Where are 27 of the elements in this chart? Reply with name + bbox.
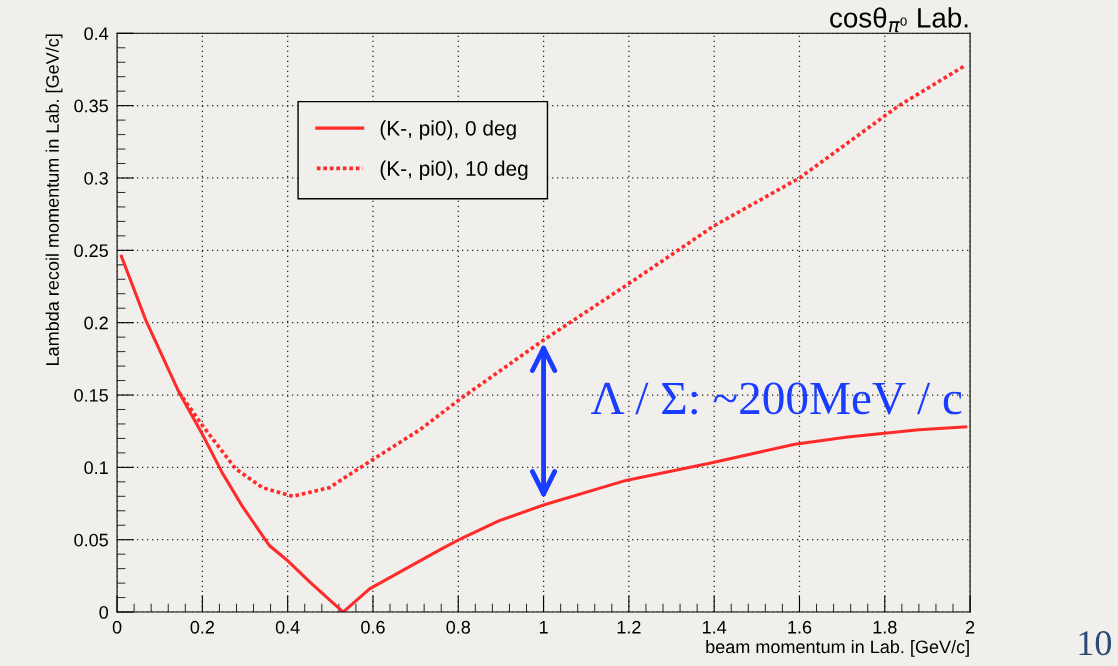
y-axis-title: Lambda recoil momentum in Lab. [GeV/c] [45,34,63,365]
annotation: Λ / Σ: ~200MeV / c [590,382,962,415]
y-tick-label: 0.2 [84,316,108,330]
x-tick-label: 0.8 [446,620,471,634]
y-tick-label: 0.3 [84,171,108,185]
x-tick-label: 1.2 [617,620,641,634]
x-tick-label: 1 [539,621,548,634]
x-tick-label: 1.4 [703,621,727,634]
x-axis-title: beam momentum in Lab. [GeV/c] [706,640,969,657]
x-tick-label: 2 [965,620,975,634]
legend-label: (K-, pi0), 0 deg [380,120,516,140]
text: 10 [1079,630,1112,656]
y-tick-label: 0.35 [74,99,108,113]
y-tick-label: 0.15 [74,388,108,402]
legend-label: (K-, pi0), 10 deg [380,160,528,181]
y-tick-label: 0.4 [84,27,109,41]
y-tick-label: 0.05 [74,533,108,547]
x-tick-label: 0.2 [190,620,214,634]
y-tick-label: 0.25 [74,244,108,258]
y-tick-label: 0.1 [84,461,108,475]
x-tick-label: 0.4 [275,620,300,634]
chart-title: cosθ$_{π⁰}$ Lab. [830,7,968,33]
x-tick-label: 0 [112,620,122,634]
x-tick-label: 1.8 [873,620,897,634]
y-tick-label: 0 [99,605,109,619]
x-tick-label: 0.6 [361,620,385,634]
x-tick-label: 1.6 [788,620,812,634]
